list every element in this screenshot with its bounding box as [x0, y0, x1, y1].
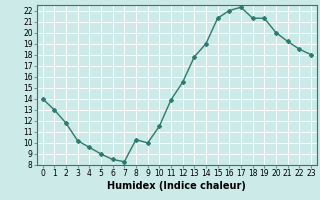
X-axis label: Humidex (Indice chaleur): Humidex (Indice chaleur): [108, 181, 246, 191]
